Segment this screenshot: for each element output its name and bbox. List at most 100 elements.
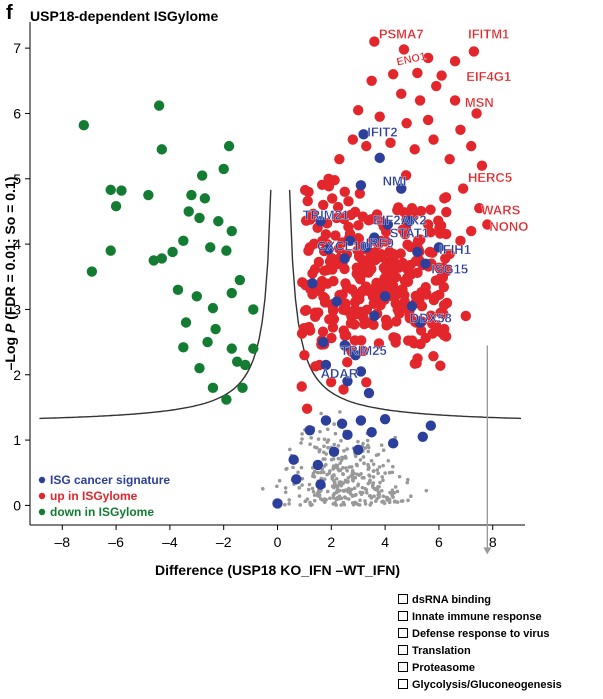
up-in-isgylome-point — [339, 186, 350, 198]
background-point — [377, 465, 382, 469]
up-in-isgylome-point — [369, 36, 380, 47]
background-point — [300, 483, 304, 487]
down-in-isgylome-point — [86, 266, 98, 277]
down-in-isgylome-point — [207, 382, 219, 394]
background-point — [326, 445, 330, 450]
background-point — [371, 485, 375, 489]
down-in-isgylome-point — [231, 356, 243, 367]
background-point — [346, 497, 351, 501]
background-point — [361, 441, 365, 446]
up-cloud-point — [435, 360, 446, 371]
background-point — [321, 457, 325, 461]
gene-label: IFITM1 — [468, 26, 509, 41]
background-point — [375, 488, 380, 492]
background-point — [386, 458, 391, 463]
gene-label: IFIH1 — [439, 242, 471, 257]
figure: f USP18-dependent ISGylome 0 1 2 3 4 5 6 7 –8 –6 –… — [2, 2, 562, 691]
isg-cancer-signature-point — [350, 349, 361, 361]
background-point — [283, 490, 288, 495]
up-cloud-point — [420, 287, 432, 298]
background-point — [260, 486, 265, 491]
isg-cancer-signature-point — [406, 300, 418, 312]
background-point — [325, 427, 330, 432]
background-point — [387, 470, 392, 475]
up-cloud-point — [358, 345, 369, 357]
background-point — [397, 474, 402, 479]
down-in-isgylome-point — [143, 189, 154, 201]
background-point — [287, 498, 292, 502]
isg-cancer-signature-point — [304, 425, 315, 436]
background-point — [334, 503, 338, 507]
up-in-isgylome-point — [449, 55, 461, 67]
up-cloud-point — [330, 230, 341, 241]
background-point — [330, 476, 335, 481]
checkbox-square-icon — [398, 628, 408, 638]
down-in-isgylome-point — [226, 343, 237, 354]
volcano-plot: 0 1 2 3 4 5 6 7 –8 –6 –4 –2 0 2 4 6 8 Difference (USP18 K… — [2, 22, 529, 578]
background-point — [366, 449, 371, 454]
up-in-isgylome-point — [422, 52, 434, 64]
up-cloud-point — [390, 272, 402, 283]
isg-cancer-signature-point — [420, 258, 431, 269]
gene-label: STAT1 — [390, 226, 429, 241]
y-axis-label-part: (FDR = 0.01; So = 0.1) — [2, 177, 18, 324]
background-point — [344, 456, 348, 460]
background-point — [391, 464, 395, 469]
x-tick-label: 2 — [327, 534, 335, 550]
up-cloud-point — [353, 220, 364, 231]
up-cloud-point — [412, 353, 423, 364]
up-in-isgylome-point — [304, 242, 315, 253]
checkbox-square-icon — [398, 662, 408, 672]
background-point — [342, 502, 347, 507]
up-in-isgylome-point — [401, 118, 412, 129]
up-cloud-point — [327, 305, 339, 317]
background-point — [337, 468, 341, 473]
up-cloud-point — [354, 188, 366, 199]
background-point — [320, 498, 325, 502]
up-cloud-point — [338, 384, 349, 395]
up-cloud-point — [441, 228, 452, 240]
up-cloud-point — [387, 280, 399, 291]
background-point — [296, 470, 300, 475]
up-in-isgylome-point — [428, 134, 439, 145]
background-point — [318, 470, 323, 475]
background-point — [318, 489, 323, 493]
background-point — [341, 466, 345, 470]
gene-label: NMI — [383, 173, 407, 188]
up-cloud-point — [303, 321, 315, 333]
isg-cancer-signature-point — [353, 444, 364, 456]
isg-cancer-signature-point — [355, 366, 367, 377]
gene-label: PSMA7 — [379, 26, 424, 41]
background-point — [303, 499, 308, 504]
y-tick-label: 6 — [13, 105, 21, 121]
up-cloud-point — [399, 289, 410, 301]
up-cloud-point — [315, 282, 326, 294]
isg-cancer-signature-point — [382, 219, 393, 230]
background-point — [378, 480, 382, 485]
background-point — [362, 461, 366, 466]
up-in-isgylome-point — [444, 248, 455, 260]
chart-title: USP18-dependent ISGylome — [30, 8, 219, 24]
up-in-isgylome-point — [409, 144, 420, 155]
background-point — [313, 445, 317, 449]
background-point — [316, 494, 321, 499]
up-in-isgylome-point — [457, 183, 469, 194]
background-point — [353, 475, 358, 480]
up-in-isgylome-point — [455, 124, 466, 135]
up-in-isgylome-point — [353, 104, 364, 116]
isg-cancer-signature-point — [387, 438, 399, 449]
background-point — [350, 501, 355, 505]
up-cloud-point — [327, 322, 339, 333]
background-point — [392, 491, 397, 495]
background-point — [305, 497, 310, 501]
go-term-item: Translation — [398, 643, 562, 660]
go-term-label: Proteasome — [412, 662, 475, 674]
up-cloud-point — [328, 314, 340, 325]
gene-label: ENO1 — [395, 51, 427, 69]
background-point — [300, 432, 304, 436]
up-cloud-point — [343, 196, 354, 207]
background-point — [330, 484, 335, 489]
background-point — [354, 501, 358, 505]
checkbox-square-icon — [398, 645, 408, 655]
background-point — [354, 462, 359, 467]
